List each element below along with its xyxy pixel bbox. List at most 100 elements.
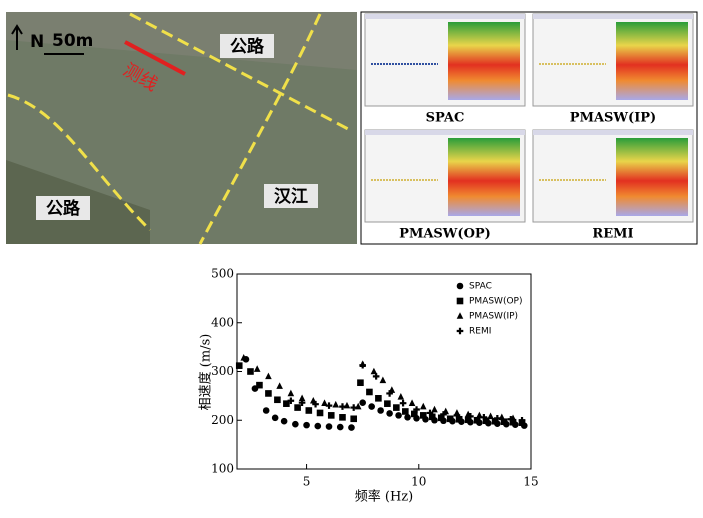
scatter-chart: 相速度 (m/s) 频率 (Hz) 100 200 300 400 500 5 10 15 SP…	[198, 267, 539, 505]
panel-label: SPAC	[426, 111, 465, 126]
point	[262, 407, 270, 414]
screenshot-bar	[533, 14, 693, 19]
road-label: 公路	[46, 198, 81, 219]
point	[276, 382, 283, 389]
point	[339, 414, 346, 421]
road	[198, 13, 322, 245]
point	[357, 379, 364, 387]
point	[287, 397, 295, 405]
software-panels: SPAC PMASW(IP) PMASW(OP) REMI	[364, 13, 694, 242]
panel-label: PMASW(IP)	[570, 111, 656, 126]
point	[473, 416, 481, 424]
x-tick-label: 5	[303, 475, 311, 489]
legend-marker	[456, 282, 464, 290]
x-tick-label: 10	[411, 475, 426, 489]
legend-label: PMASW(OP)	[469, 297, 523, 307]
point	[265, 372, 272, 380]
point	[453, 412, 461, 419]
point	[482, 417, 490, 425]
point	[292, 420, 299, 428]
point	[446, 415, 454, 423]
screenshot-bar	[533, 130, 693, 135]
dispersion-image	[448, 22, 520, 100]
point	[256, 381, 263, 389]
screenshot-bar	[365, 130, 525, 135]
point	[359, 361, 366, 369]
point	[298, 399, 306, 406]
point	[428, 413, 436, 421]
label-box	[220, 34, 274, 58]
panel-label: REMI	[592, 227, 633, 242]
y-tick-label: 200	[211, 413, 234, 427]
point	[303, 421, 310, 429]
x-axis-label: 频率 (Hz)	[355, 489, 413, 505]
point	[440, 411, 447, 418]
point	[235, 362, 243, 369]
dispersion-image	[616, 138, 688, 216]
point	[491, 417, 499, 425]
point	[316, 409, 324, 417]
point	[305, 407, 313, 414]
panel-label: PMASW(OP)	[399, 227, 491, 242]
point	[350, 415, 358, 423]
point	[404, 414, 411, 421]
survey-line	[124, 40, 186, 76]
label-box	[264, 184, 318, 208]
river-label: 汉江	[274, 187, 308, 207]
point	[247, 368, 254, 375]
point	[327, 412, 335, 419]
scale-label: 50m	[52, 31, 93, 51]
point	[395, 412, 402, 419]
legend-marker	[456, 297, 464, 305]
point	[413, 406, 420, 413]
point	[379, 376, 387, 384]
label-box	[36, 196, 90, 220]
legend-marker	[456, 327, 464, 335]
y-tick-label: 400	[211, 315, 234, 329]
point	[298, 394, 306, 402]
point	[332, 400, 340, 408]
point	[350, 404, 358, 411]
point	[265, 390, 272, 397]
point	[464, 416, 472, 424]
point	[359, 399, 366, 407]
point	[467, 413, 474, 420]
point	[314, 422, 322, 430]
y-tick-label: 100	[211, 462, 234, 476]
point	[419, 412, 427, 419]
point	[348, 424, 355, 431]
point	[325, 423, 333, 430]
y-tick-label: 500	[211, 267, 234, 281]
point	[294, 404, 301, 411]
point	[240, 354, 248, 361]
road	[129, 12, 351, 132]
point	[410, 410, 418, 418]
point	[507, 415, 515, 423]
legend-marker	[456, 312, 464, 319]
point	[399, 399, 407, 407]
point	[377, 407, 384, 414]
y-axis-label: 相速度 (m/s)	[198, 334, 214, 411]
point	[402, 408, 409, 415]
point	[480, 414, 488, 421]
legend-label: PMASW(IP)	[469, 312, 518, 322]
point	[274, 396, 281, 404]
point	[386, 390, 393, 397]
satellite-map: N 50m 测线 公路 公路 汉江	[6, 12, 357, 245]
point	[312, 400, 319, 408]
point	[393, 404, 400, 411]
road	[7, 93, 152, 232]
dispersion-image	[616, 22, 688, 100]
point	[283, 400, 290, 407]
point	[336, 423, 344, 431]
point	[386, 410, 393, 417]
point	[518, 416, 526, 424]
point	[366, 388, 373, 396]
point	[384, 400, 391, 407]
point	[339, 403, 346, 410]
point	[487, 412, 494, 420]
point	[419, 402, 427, 410]
x-tick-label: 15	[523, 475, 538, 489]
